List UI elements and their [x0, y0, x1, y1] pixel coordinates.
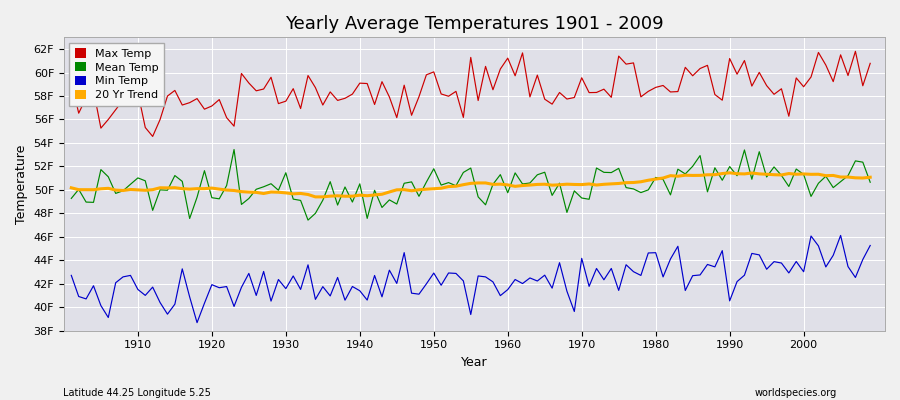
Legend: Max Temp, Mean Temp, Min Temp, 20 Yr Trend: Max Temp, Mean Temp, Min Temp, 20 Yr Tre…	[69, 43, 164, 106]
X-axis label: Year: Year	[461, 356, 488, 369]
Y-axis label: Temperature: Temperature	[15, 144, 28, 224]
Title: Yearly Average Temperatures 1901 - 2009: Yearly Average Temperatures 1901 - 2009	[285, 15, 664, 33]
Text: Latitude 44.25 Longitude 5.25: Latitude 44.25 Longitude 5.25	[63, 388, 211, 398]
Text: worldspecies.org: worldspecies.org	[755, 388, 837, 398]
